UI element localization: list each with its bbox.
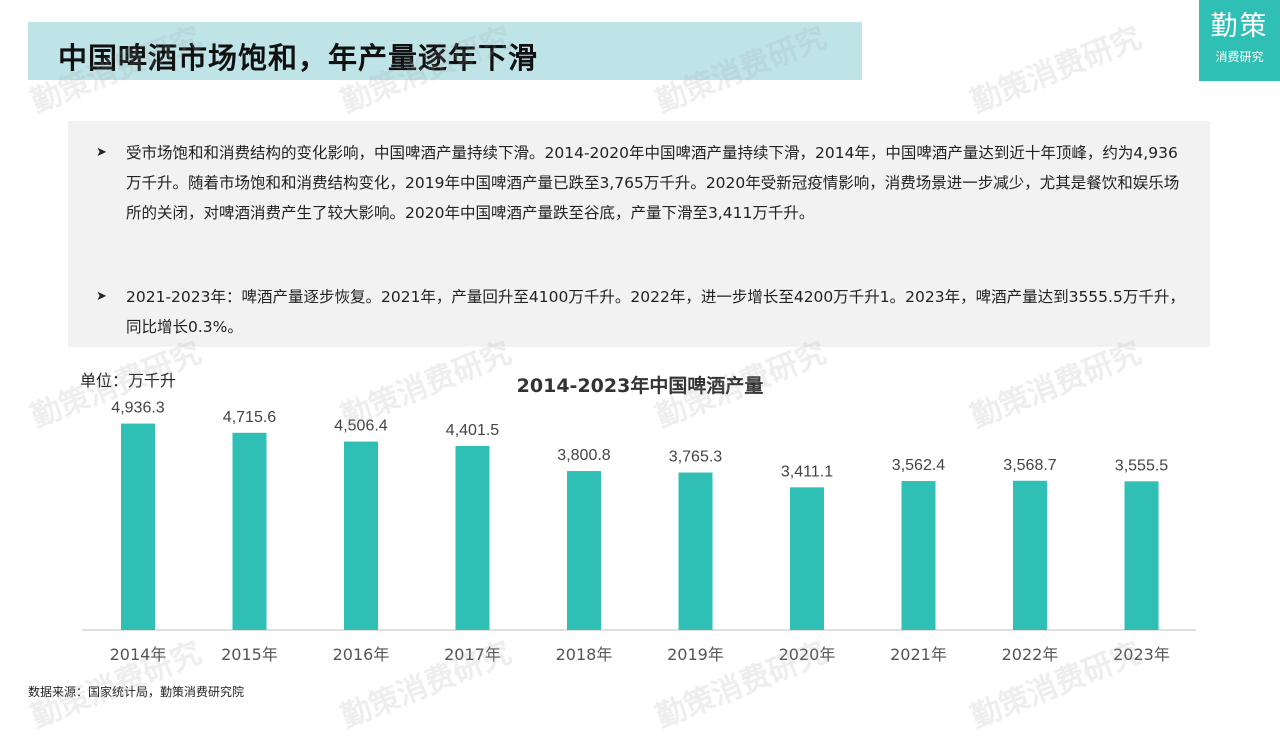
bar-2016年 [344, 441, 378, 630]
data-label: 4,506.4 [334, 418, 387, 435]
x-tick-label: 2021年 [890, 645, 947, 664]
x-tick-label: 2016年 [333, 645, 390, 664]
x-tick-label: 2020年 [779, 645, 836, 664]
x-tick-label: 2023年 [1113, 645, 1170, 664]
x-tick-label: 2022年 [1002, 645, 1059, 664]
bar-2018年 [567, 471, 601, 630]
data-label: 4,936.3 [111, 400, 164, 417]
bar-2020年 [790, 487, 824, 630]
bar-2021年 [901, 481, 936, 630]
data-label: 3,765.3 [669, 449, 722, 466]
title-bar: 中国啤酒市场饱和，年产量逐年下滑 [28, 22, 862, 80]
chart-unit-label: 单位：万千升 [80, 371, 177, 390]
bar-2023年 [1124, 481, 1159, 630]
chart-title: 2014-2023年中国啤酒产量 [516, 375, 764, 397]
arrow-bullet-icon: ➤ [96, 145, 107, 160]
data-label: 3,568.7 [1003, 457, 1056, 474]
x-tick-label: 2014年 [110, 645, 167, 664]
data-label: 4,715.6 [223, 409, 276, 426]
bar-2015年 [232, 432, 267, 630]
summary-bullet: ➤ 2021-2023年：啤酒产量逐步恢复。2021年，产量回升至4100万千升… [96, 282, 1188, 342]
bar-2014年 [121, 423, 155, 630]
data-label: 3,562.4 [892, 457, 945, 474]
summary-bullet: ➤ 受市场饱和和消费结构的变化影响，中国啤酒产量持续下滑。2014-2020年中… [96, 138, 1188, 228]
arrow-bullet-icon: ➤ [96, 289, 107, 304]
data-label: 3,555.5 [1115, 457, 1168, 474]
summary-bullet-text: 2021-2023年：啤酒产量逐步恢复。2021年，产量回升至4100万千升。2… [126, 288, 1185, 336]
bar-2017年 [455, 445, 490, 630]
bar-2022年 [1013, 480, 1047, 630]
page-title: 中国啤酒市场饱和，年产量逐年下滑 [58, 41, 539, 75]
data-label: 3,800.8 [557, 447, 610, 464]
bar-2019年 [678, 472, 713, 630]
data-label: 4,401.5 [446, 422, 499, 439]
bar-chart: 4,936.3 2014年 4,715.6 2015年 4,506.4 2016年 4,40… [82, 400, 1196, 664]
summary-bullet-text: 受市场饱和和消费结构的变化影响，中国啤酒产量持续下滑。2014-2020年中国啤… [126, 144, 1180, 222]
brand-logo-sub: 消费研究 [1215, 50, 1264, 64]
x-tick-label: 2015年 [221, 645, 278, 664]
data-source: 数据来源：国家统计局，勤策消费研究院 [28, 685, 245, 699]
x-tick-label: 2019年 [667, 645, 724, 664]
brand-logo: 勤策 消费研究 [1199, 0, 1280, 81]
x-tick-label: 2017年 [444, 645, 501, 664]
data-label: 3,411.1 [781, 463, 833, 480]
summary-box: ➤ 受市场饱和和消费结构的变化影响，中国啤酒产量持续下滑。2014-2020年中… [68, 121, 1210, 347]
x-tick-label: 2018年 [556, 645, 613, 664]
brand-logo-main: 勤策 [1210, 11, 1269, 42]
